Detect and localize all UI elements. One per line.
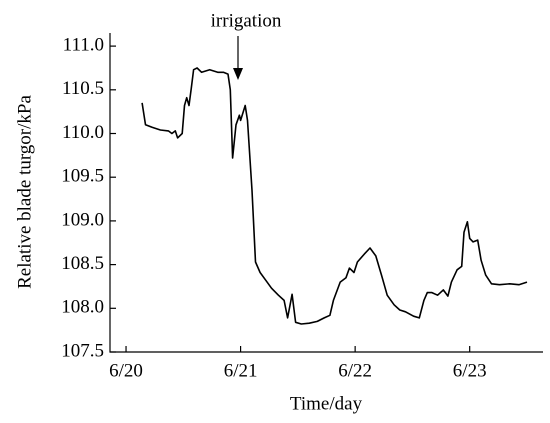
y-tick-label: 109.5 xyxy=(61,166,104,187)
x-tick-label: 6/22 xyxy=(338,360,372,381)
y-tick-label: 108.5 xyxy=(61,253,104,274)
x-tick-label: 6/23 xyxy=(453,360,487,381)
y-tick-label: 110.5 xyxy=(62,78,104,99)
annotation: irrigation xyxy=(211,10,282,31)
x-tick-label: 6/21 xyxy=(224,360,258,381)
x-axis-label: Time/day xyxy=(290,393,363,414)
y-tick-label: 109.0 xyxy=(61,209,104,230)
y-axis-label: Relative blade turgor/kPa xyxy=(14,95,35,289)
axes-frame xyxy=(109,33,543,353)
y-tick-label: 108.0 xyxy=(61,297,104,318)
y-tick-label: 107.5 xyxy=(61,340,104,361)
annotation-arrowhead xyxy=(233,68,243,80)
y-tick-label: 111.0 xyxy=(63,34,104,55)
y-tick-label: 110.0 xyxy=(62,122,104,143)
x-tick-label: 6/20 xyxy=(109,360,143,381)
data-line xyxy=(141,67,528,325)
